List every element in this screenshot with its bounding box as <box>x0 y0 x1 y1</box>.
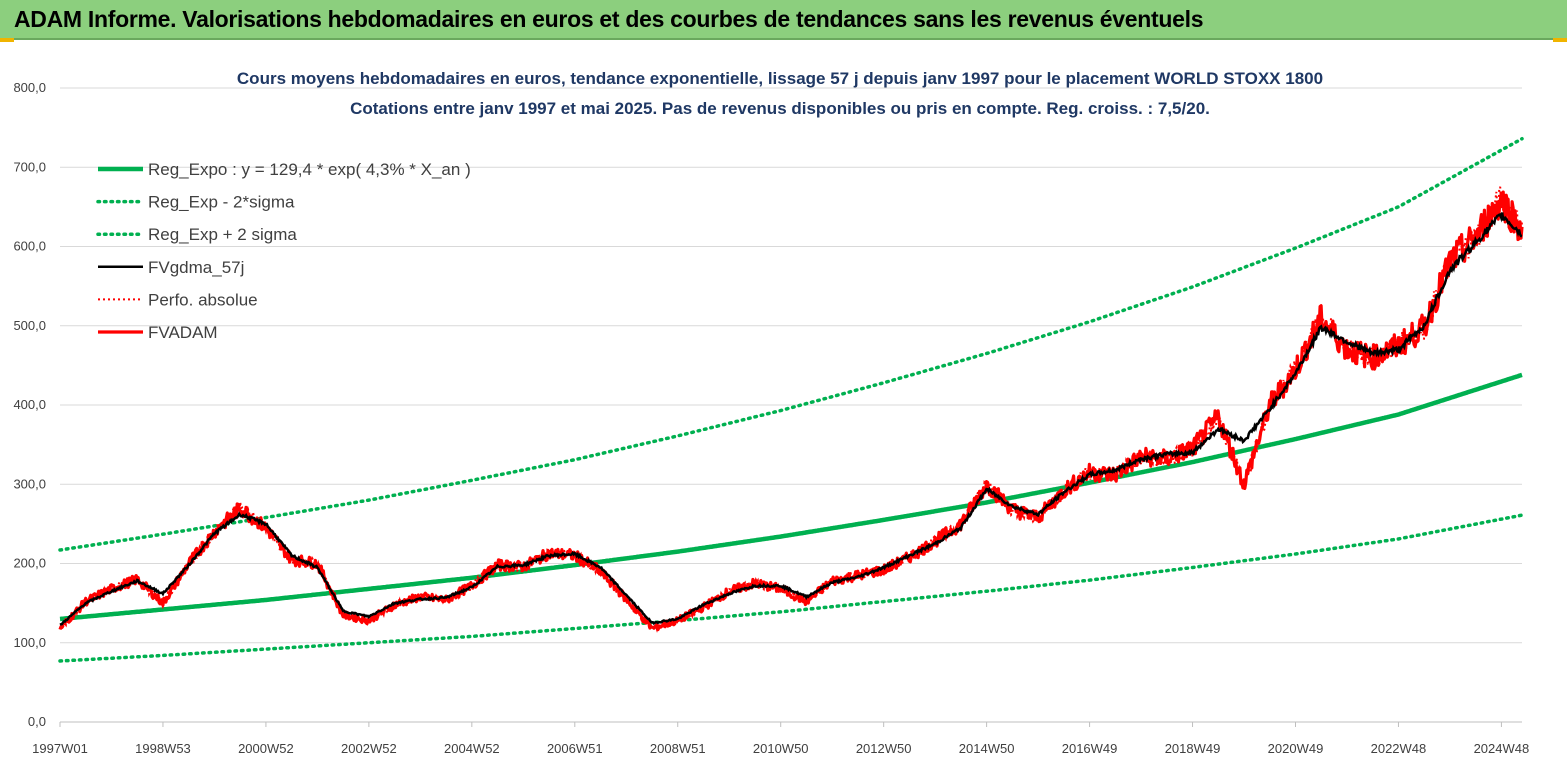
x-tick-label: 2004W52 <box>444 741 500 756</box>
x-tick-label: 2010W50 <box>753 741 809 756</box>
x-tick-label: 2012W50 <box>856 741 912 756</box>
legend-reg-minus-2sigma-label: Reg_Exp - 2*sigma <box>148 193 295 212</box>
x-tick-label: 2020W49 <box>1268 741 1324 756</box>
series-reg-plus-2sigma <box>58 136 1524 552</box>
legend-reg-plus-2sigma-label: Reg_Exp + 2 sigma <box>148 225 297 244</box>
series-fvgdma-57j <box>59 212 1523 626</box>
x-tick-label: 2008W51 <box>650 741 706 756</box>
y-tick-label: 800,0 <box>13 80 46 95</box>
chart-title-line1: Cours moyens hebdomadaires en euros, ten… <box>237 69 1323 88</box>
legend-fvadam-label: FVADAM <box>148 323 218 342</box>
legend-perfo-absolue-label: Perfo. absolue <box>148 290 258 309</box>
y-tick-label: 700,0 <box>13 159 46 174</box>
series-reg-expo <box>59 372 1523 622</box>
chart-area: Cours moyens hebdomadaires en euros, ten… <box>13 69 1529 756</box>
y-tick-label: 100,0 <box>13 635 46 650</box>
legend-reg-expo-label: Reg_Expo : y = 129,4 * exp( 4,3% * X_an … <box>148 160 471 179</box>
series-perfo-absolue <box>59 186 1523 633</box>
x-tick-label: 2000W52 <box>238 741 294 756</box>
corner-mark-right <box>1553 38 1567 42</box>
banner-title: ADAM Informe. Valorisations hebdomadaire… <box>14 6 1204 32</box>
axis-layer: 0,0 100,0 200,0 300,0 400,0 500,0 600,0 700,0 80… <box>13 80 1529 756</box>
x-tick-label: 2022W48 <box>1371 741 1427 756</box>
x-tick-label: 2002W52 <box>341 741 397 756</box>
x-tick-label: 2014W50 <box>959 741 1015 756</box>
legend-fvgdma-57j-label: FVgdma_57j <box>148 258 244 277</box>
chart-title-line2: Cotations entre janv 1997 et mai 2025. P… <box>350 99 1210 118</box>
legend: Reg_Expo : y = 129,4 * exp( 4,3% * X_an … <box>96 160 471 342</box>
series-fvadam <box>58 190 1524 632</box>
grid-layer <box>60 87 1522 723</box>
x-tick-label: 2006W51 <box>547 741 603 756</box>
x-tick-label: 2024W48 <box>1474 741 1530 756</box>
y-tick-label: 0,0 <box>28 714 46 729</box>
corner-mark-left <box>0 38 14 42</box>
y-tick-label: 300,0 <box>13 476 46 491</box>
y-tick-label: 600,0 <box>13 239 46 254</box>
y-tick-label: 200,0 <box>13 556 46 571</box>
y-tick-label: 500,0 <box>13 318 46 333</box>
x-tick-label: 1998W53 <box>135 741 191 756</box>
x-tick-label: 2016W49 <box>1062 741 1118 756</box>
series-layer <box>58 136 1524 663</box>
x-tick-label: 1997W01 <box>32 741 88 756</box>
series-reg-minus-2sigma <box>58 513 1524 663</box>
x-tick-label: 2018W49 <box>1165 741 1221 756</box>
report-banner: ADAM Informe. Valorisations hebdomadaire… <box>0 0 1567 40</box>
y-tick-label: 400,0 <box>13 397 46 412</box>
